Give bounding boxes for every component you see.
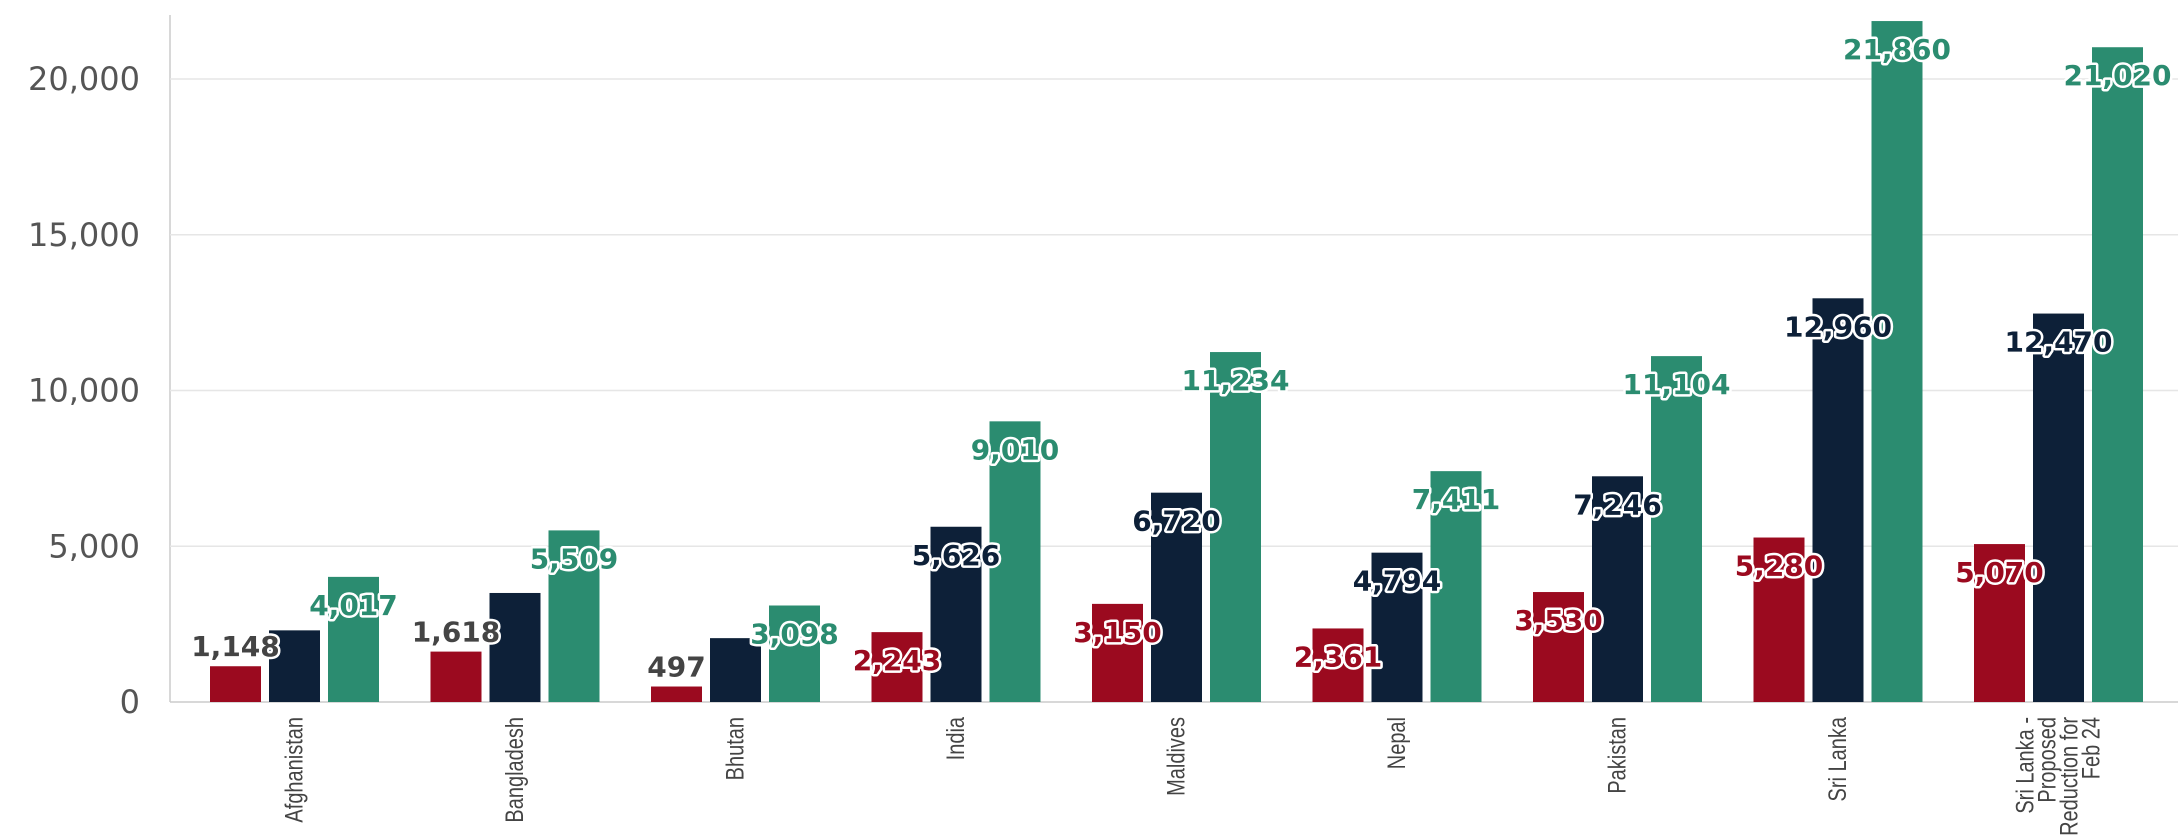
data-label: 2,243	[853, 644, 942, 677]
x-tick-label: Maldives	[1162, 717, 1190, 796]
data-label: 7,411	[1412, 483, 1501, 516]
bar	[1092, 603, 1143, 702]
bar	[651, 686, 702, 702]
data-label: 7,246	[1573, 488, 1662, 521]
data-label: 1,148	[191, 630, 280, 663]
y-axis-ticks: 0 5,000 10,000 15,000 20,000	[28, 60, 140, 721]
data-label: 1,618	[412, 616, 501, 649]
bar	[1592, 476, 1643, 702]
data-label: 497	[647, 651, 705, 684]
x-tick-label: Reduction for	[2055, 717, 2083, 836]
data-label: 5,070	[1955, 556, 2044, 589]
data-label: 4,017	[309, 589, 398, 622]
bar	[1812, 298, 1864, 702]
bar	[710, 638, 761, 702]
bar	[1371, 552, 1423, 702]
data-label: 3,098	[750, 617, 839, 650]
data-label: 12,470	[2004, 326, 2112, 359]
bar	[1651, 356, 1702, 702]
x-tick-label: India	[942, 717, 970, 761]
data-label: 11,104	[1622, 368, 1730, 401]
bar	[489, 592, 541, 702]
bar	[430, 651, 482, 702]
x-tick-label: Pakistan	[1603, 717, 1631, 794]
bar	[548, 530, 600, 702]
bar	[989, 421, 1041, 702]
data-label: 4,794	[1353, 565, 1442, 598]
x-tick-label: Bangladesh	[501, 717, 529, 823]
y-tick-label: 0	[120, 683, 140, 721]
bar	[1871, 21, 1923, 703]
y-tick-label: 15,000	[28, 216, 140, 254]
bar	[1312, 628, 1364, 702]
bar	[1974, 544, 2025, 702]
bar	[210, 666, 261, 702]
data-label: 9,010	[971, 433, 1060, 466]
x-tick-label: Afghanistan	[280, 717, 308, 823]
data-label: 11,234	[1181, 364, 1289, 397]
x-tick-label: Bhutan	[721, 717, 749, 780]
bar	[871, 632, 923, 702]
data-label: 21,860	[1843, 33, 1951, 66]
data-label: 5,509	[530, 542, 619, 575]
bar	[1210, 352, 1261, 702]
bar	[1753, 537, 1805, 702]
x-tick-label: Feb 24	[2077, 717, 2105, 779]
bars	[210, 21, 2143, 703]
x-tick-label: Sri Lanka	[1824, 717, 1852, 802]
data-label: 21,020	[2063, 59, 2171, 92]
bar	[2033, 313, 2084, 702]
data-label: 3,530	[1514, 604, 1603, 637]
bar	[1533, 592, 1584, 702]
data-label: 12,960	[1784, 310, 1892, 343]
y-tick-label: 5,000	[48, 527, 140, 565]
bar	[269, 630, 320, 702]
data-labels: 1,148 4,017 1,618 5,509 497 3,098 2,243 5,626 9,…	[189, 31, 2174, 686]
bar	[769, 605, 820, 702]
data-label: 2,361	[1294, 640, 1383, 673]
y-tick-label: 20,000	[28, 60, 140, 98]
bar	[2092, 47, 2143, 703]
x-tick-label: Proposed	[2033, 717, 2061, 803]
bar	[1430, 471, 1482, 702]
bar	[328, 576, 379, 702]
data-label: 5,280	[1735, 550, 1824, 583]
x-tick-label: Sri Lanka -	[2011, 717, 2039, 814]
bar	[1151, 492, 1202, 702]
y-tick-label: 10,000	[28, 372, 140, 410]
x-tick-label: Nepal	[1383, 717, 1411, 769]
data-label: 6,720	[1132, 505, 1221, 538]
bar	[930, 526, 982, 702]
data-label: 5,626	[912, 539, 1001, 572]
x-axis-ticks: Afghanistan Bangladesh Bhutan India Maldives…	[280, 717, 2105, 836]
data-label: 3,150	[1073, 616, 1162, 649]
